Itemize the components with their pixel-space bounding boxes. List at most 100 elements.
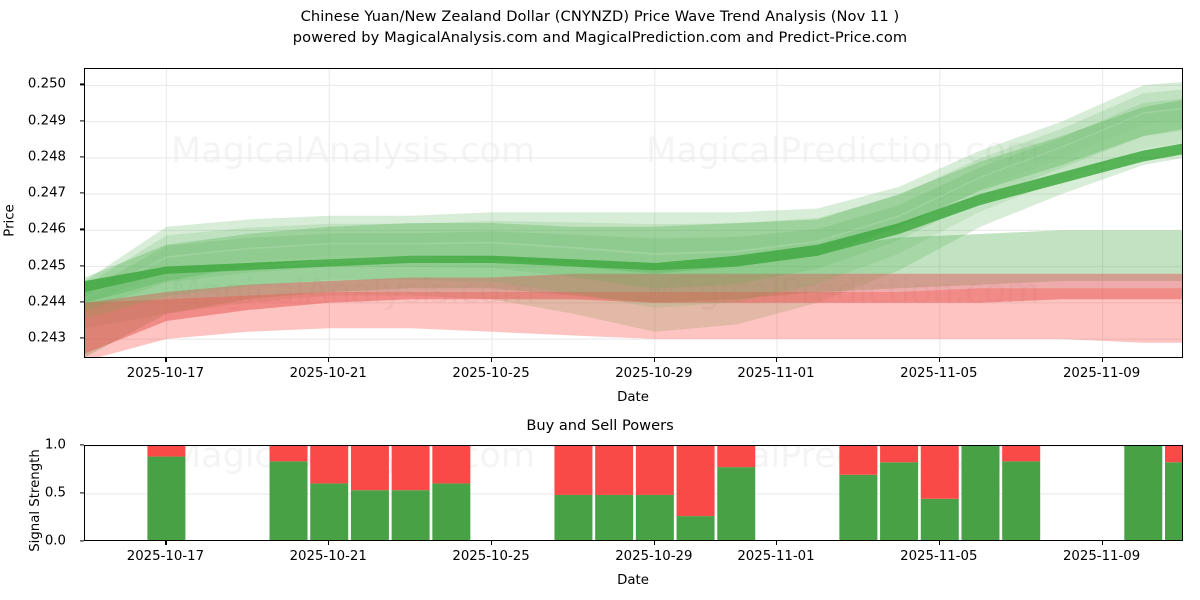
signal-x-tick-label: 2025-11-05 <box>900 549 978 564</box>
signal-bar-sell <box>147 446 186 457</box>
signal-bar-buy <box>676 516 715 540</box>
signal-x-tick-mark <box>165 541 167 545</box>
price-wave-plot <box>85 69 1182 357</box>
price-y-tick-label: 0.249 <box>27 113 66 129</box>
signal-bar-sell <box>1165 446 1182 463</box>
price-x-tick-label: 2025-10-29 <box>615 366 693 381</box>
signal-bar-buy <box>147 456 186 540</box>
signal-bar-buy <box>839 474 878 540</box>
signal-x-tick-label: 2025-10-25 <box>452 549 530 564</box>
signal-bar-sell <box>432 446 471 484</box>
signal-x-tick-label: 2025-10-17 <box>126 549 205 564</box>
price-x-tick-mark <box>165 358 167 362</box>
signal-bar-sell <box>717 446 756 468</box>
signal-y-tick-mark <box>80 444 84 446</box>
signal-bar-buy <box>269 461 308 540</box>
signal-y-tick-label: 1.0 <box>44 437 66 453</box>
signal-bar-sell <box>880 446 919 463</box>
signal-x-tick-mark <box>938 541 940 545</box>
price-x-axis-label: Date <box>617 390 649 405</box>
signal-bar-buy <box>880 462 919 540</box>
signal-bar-buy <box>350 490 389 540</box>
price-y-tick-label: 0.248 <box>27 149 66 165</box>
signal-bar-sell <box>1002 446 1041 462</box>
signal-bar-buy <box>554 494 593 540</box>
signal-bar-buy <box>595 494 634 540</box>
price-y-tick-label: 0.250 <box>27 76 66 92</box>
price-band-green-outer-upper <box>85 81 1182 332</box>
signal-bar-buy <box>920 498 959 540</box>
signal-bar-sell <box>839 446 878 475</box>
buy-sell-powers-title: Buy and Sell Powers <box>526 417 674 434</box>
price-y-tick-mark <box>80 83 84 85</box>
signal-chart-axes: MagicalPrediction.comMagicalAnalysis.com <box>84 445 1183 541</box>
price-y-tick-label: 0.246 <box>27 221 66 237</box>
price-x-tick-mark <box>328 358 330 362</box>
signal-bar-sell <box>920 446 959 499</box>
signal-x-tick-label: 2025-10-21 <box>289 549 367 564</box>
price-x-tick-label: 2025-10-21 <box>289 366 367 381</box>
signal-bar-buy <box>1002 461 1041 540</box>
signal-bar-sell <box>269 446 308 462</box>
price-x-tick-label: 2025-10-25 <box>452 366 530 381</box>
price-y-tick-mark <box>80 119 84 122</box>
signal-bar-buy <box>310 483 349 540</box>
price-band-red-band-lower <box>85 288 1182 357</box>
price-y-tick-mark <box>80 192 84 194</box>
page-title: Chinese Yuan/New Zealand Dollar (CNYNZD)… <box>300 8 900 25</box>
price-band-red-band-upper <box>85 273 1182 354</box>
signal-bar-sell <box>554 446 593 495</box>
signal-x-tick-mark <box>775 541 778 545</box>
signal-x-tick-mark <box>491 541 493 545</box>
price-band-fan-3 <box>85 120 1182 319</box>
signal-bar-sell <box>310 446 349 484</box>
price-y-tick-label: 0.247 <box>27 185 66 201</box>
buy-sell-powers-plot <box>85 446 1182 540</box>
price-x-tick-label: 2025-11-01 <box>737 366 815 381</box>
signal-bar-buy <box>1124 446 1163 540</box>
price-x-tick-mark <box>775 358 778 362</box>
signal-y-tick-mark <box>80 492 84 494</box>
signal-x-tick-mark <box>328 541 330 545</box>
signal-bar-buy <box>717 467 756 540</box>
price-x-tick-mark <box>653 358 656 362</box>
price-x-tick-label: 2025-11-05 <box>900 366 978 381</box>
price-x-tick-mark <box>491 358 493 362</box>
signal-bar-buy <box>1165 462 1182 540</box>
signal-bar-buy <box>961 446 1000 540</box>
signal-bar-sell <box>635 446 674 495</box>
price-band-green-mid-upper <box>85 100 1182 303</box>
signal-bar-sell <box>350 446 389 491</box>
price-x-tick-label: 2025-10-17 <box>126 366 205 381</box>
signal-bar-sell <box>391 446 430 491</box>
signal-bar-buy <box>432 483 471 540</box>
signal-x-tick-mark <box>1101 541 1103 545</box>
signal-bar-sell <box>595 446 634 495</box>
price-y-tick-mark <box>80 301 84 303</box>
price-chart-axes: MagicalPrediction.comMagicalAnalysis.com… <box>84 68 1183 358</box>
signal-x-tick-label: 2025-11-09 <box>1062 549 1141 564</box>
signal-y-tick-label: 0.0 <box>44 533 66 549</box>
signal-bar-buy <box>635 494 674 540</box>
signal-y-tick-mark <box>80 540 84 542</box>
signal-x-tick-label: 2025-10-29 <box>615 549 693 564</box>
page-subtitle: powered by MagicalAnalysis.com and Magic… <box>292 29 908 46</box>
chart-title-block: Chinese Yuan/New Zealand Dollar (CNYNZD)… <box>0 6 1200 48</box>
signal-bar-buy <box>391 490 430 540</box>
price-x-tick-mark <box>938 358 940 362</box>
signal-x-tick-mark <box>653 541 656 545</box>
signal-x-axis-label: Date <box>617 573 649 588</box>
price-y-tick-mark <box>80 156 84 158</box>
price-y-tick-mark <box>80 337 84 339</box>
price-band-green-core <box>85 143 1182 292</box>
signal-bar-sell <box>676 446 715 517</box>
price-y-tick-label: 0.244 <box>27 294 66 310</box>
price-y-tick-mark <box>80 264 84 267</box>
price-x-tick-mark <box>1101 358 1103 362</box>
price-x-tick-label: 2025-11-09 <box>1062 366 1141 381</box>
price-y-tick-label: 0.243 <box>27 330 66 346</box>
price-band-fan-1 <box>85 98 1182 305</box>
signal-y-tick-label: 0.5 <box>44 485 66 501</box>
price-y-tick-label: 0.245 <box>27 258 66 274</box>
